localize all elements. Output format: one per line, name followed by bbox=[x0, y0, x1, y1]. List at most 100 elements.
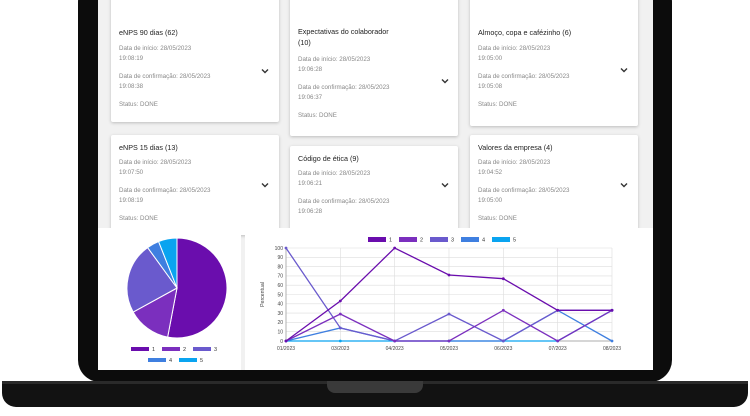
data-point[interactable] bbox=[338, 339, 342, 343]
start-date: Data de início: 28/05/2023 bbox=[298, 56, 371, 63]
data-point[interactable] bbox=[338, 299, 342, 303]
y-tick-label: 0 bbox=[280, 339, 283, 345]
pie-slice-1[interactable] bbox=[167, 237, 228, 339]
legend-swatch-1[interactable] bbox=[131, 347, 149, 351]
card-title: eNPS 90 dias (62) bbox=[119, 28, 178, 37]
chevron-down-icon[interactable] bbox=[440, 180, 450, 190]
pie-slice-3[interactable] bbox=[126, 246, 178, 313]
data-point[interactable] bbox=[338, 312, 342, 316]
start-time: 19:07:50 bbox=[119, 169, 144, 176]
data-point[interactable] bbox=[610, 308, 614, 312]
chevron-down-icon[interactable] bbox=[260, 66, 270, 76]
legend-swatch-5[interactable] bbox=[492, 237, 510, 242]
y-tick-label: 20 bbox=[277, 320, 283, 326]
legend-swatch-4[interactable] bbox=[148, 358, 166, 362]
data-point[interactable] bbox=[556, 308, 560, 312]
card-title: Código de ética (9) bbox=[298, 154, 359, 163]
legend-label-2: 2 bbox=[420, 238, 423, 244]
legend-swatch-1[interactable] bbox=[368, 237, 386, 242]
confirm-date: Data de confirmação: 28/05/2023 bbox=[478, 187, 570, 194]
start-time: 19:04:52 bbox=[478, 169, 503, 176]
confirm-date: Data de confirmação: 28/05/2023 bbox=[478, 73, 570, 80]
status-text: Status: DONE bbox=[298, 112, 337, 119]
legend-swatch-2[interactable] bbox=[399, 237, 417, 242]
y-tick-label: 30 bbox=[277, 311, 283, 317]
legend-swatch-4[interactable] bbox=[461, 237, 479, 242]
start-time: 19:05:00 bbox=[478, 55, 503, 62]
pie-slice-5[interactable] bbox=[157, 237, 178, 289]
chevron-down-icon[interactable] bbox=[260, 180, 270, 190]
legend-label-1: 1 bbox=[152, 347, 155, 353]
data-point[interactable] bbox=[501, 308, 505, 312]
x-tick-label: 01/2023 bbox=[277, 346, 295, 352]
survey-card[interactable]: Expectativas do colaborador (10) Data de… bbox=[290, 0, 458, 136]
data-point[interactable] bbox=[393, 339, 397, 343]
start-date: Data de início: 28/05/2023 bbox=[478, 45, 551, 52]
start-time: 19:08:19 bbox=[119, 55, 144, 62]
card-title: Expectativas do colaborador bbox=[298, 27, 389, 36]
card-title: Almoço, copa e cafézinho (6) bbox=[478, 28, 572, 37]
confirm-time: 19:06:37 bbox=[298, 94, 323, 101]
survey-card[interactable]: Código de ética (9) Data de início: 28/0… bbox=[290, 146, 458, 236]
y-tick-label: 50 bbox=[277, 292, 283, 298]
data-point[interactable] bbox=[284, 246, 288, 250]
data-point[interactable] bbox=[338, 326, 342, 330]
x-tick-label: 03/2023 bbox=[331, 346, 349, 352]
data-point[interactable] bbox=[501, 277, 505, 281]
card-title: Valores da empresa (4) bbox=[478, 143, 553, 152]
legend-label-3: 3 bbox=[451, 238, 454, 244]
x-tick-label: 07/2023 bbox=[549, 346, 567, 352]
data-point[interactable] bbox=[501, 339, 505, 343]
legend-label-4: 4 bbox=[482, 238, 485, 244]
confirm-date: Data de confirmação: 28/05/2023 bbox=[119, 187, 211, 194]
data-point[interactable] bbox=[393, 246, 397, 250]
start-time: 19:06:21 bbox=[298, 180, 323, 187]
legend-label-5: 5 bbox=[513, 238, 516, 244]
y-tick-label: 10 bbox=[277, 330, 283, 336]
x-tick-label: 05/2023 bbox=[440, 346, 458, 352]
status-text: Status: DONE bbox=[119, 101, 158, 108]
confirm-time: 19:08:38 bbox=[119, 83, 144, 90]
x-tick-label: 08/2023 bbox=[603, 346, 621, 352]
survey-card[interactable]: Valores da empresa (4) Data de início: 2… bbox=[470, 135, 638, 235]
data-point[interactable] bbox=[284, 339, 288, 343]
confirm-time: 19:05:08 bbox=[478, 83, 503, 90]
confirm-date: Data de confirmação: 28/05/2023 bbox=[298, 84, 390, 91]
data-point[interactable] bbox=[610, 339, 614, 343]
card-title-count: (10) bbox=[298, 38, 311, 47]
y-tick-label: 80 bbox=[277, 264, 283, 270]
start-date: Data de início: 28/05/2023 bbox=[119, 159, 192, 166]
y-axis-title: Percentual bbox=[260, 282, 266, 307]
legend-swatch-2[interactable] bbox=[162, 347, 180, 351]
screen: eNPS 90 dias (62) Data de início: 28/05/… bbox=[98, 0, 653, 370]
chevron-down-icon[interactable] bbox=[619, 180, 629, 190]
chevron-down-icon[interactable] bbox=[440, 76, 450, 86]
confirm-time: 19:06:28 bbox=[298, 208, 323, 215]
confirm-time: 19:08:19 bbox=[119, 197, 144, 204]
line-chart: 0 10 20 30 40 50 60 70 80 90 100 01/2023 03/2023 04/2… bbox=[260, 237, 621, 352]
legend-swatch-3[interactable] bbox=[193, 347, 211, 351]
card-title: eNPS 15 dias (13) bbox=[119, 143, 178, 152]
pie-chart: 1 2 3 4 5 bbox=[126, 237, 228, 364]
confirm-date: Data de confirmação: 28/05/2023 bbox=[119, 73, 211, 80]
legend-swatch-3[interactable] bbox=[430, 237, 448, 242]
start-date: Data de início: 28/05/2023 bbox=[119, 45, 192, 52]
y-tick-label: 100 bbox=[275, 246, 284, 252]
legend-swatch-5[interactable] bbox=[179, 358, 197, 362]
legend-label-1: 1 bbox=[389, 238, 392, 244]
survey-card[interactable]: eNPS 90 dias (62) Data de início: 28/05/… bbox=[111, 0, 279, 122]
status-text: Status: DONE bbox=[478, 101, 517, 108]
survey-card[interactable]: eNPS 15 dias (13) Data de início: 28/05/… bbox=[111, 135, 279, 235]
data-point[interactable] bbox=[447, 339, 451, 343]
survey-card[interactable]: Almoço, copa e cafézinho (6) Data de iní… bbox=[470, 0, 638, 126]
data-point[interactable] bbox=[447, 312, 451, 316]
y-tick-label: 40 bbox=[277, 302, 283, 308]
x-tick-label: 04/2023 bbox=[386, 346, 404, 352]
data-point[interactable] bbox=[556, 339, 560, 343]
chevron-down-icon[interactable] bbox=[619, 65, 629, 75]
confirm-time: 19:05:00 bbox=[478, 197, 503, 204]
legend-label-2: 2 bbox=[183, 347, 186, 353]
start-time: 19:06:28 bbox=[298, 66, 323, 73]
data-point[interactable] bbox=[447, 273, 451, 277]
status-text: Status: DONE bbox=[478, 215, 517, 222]
